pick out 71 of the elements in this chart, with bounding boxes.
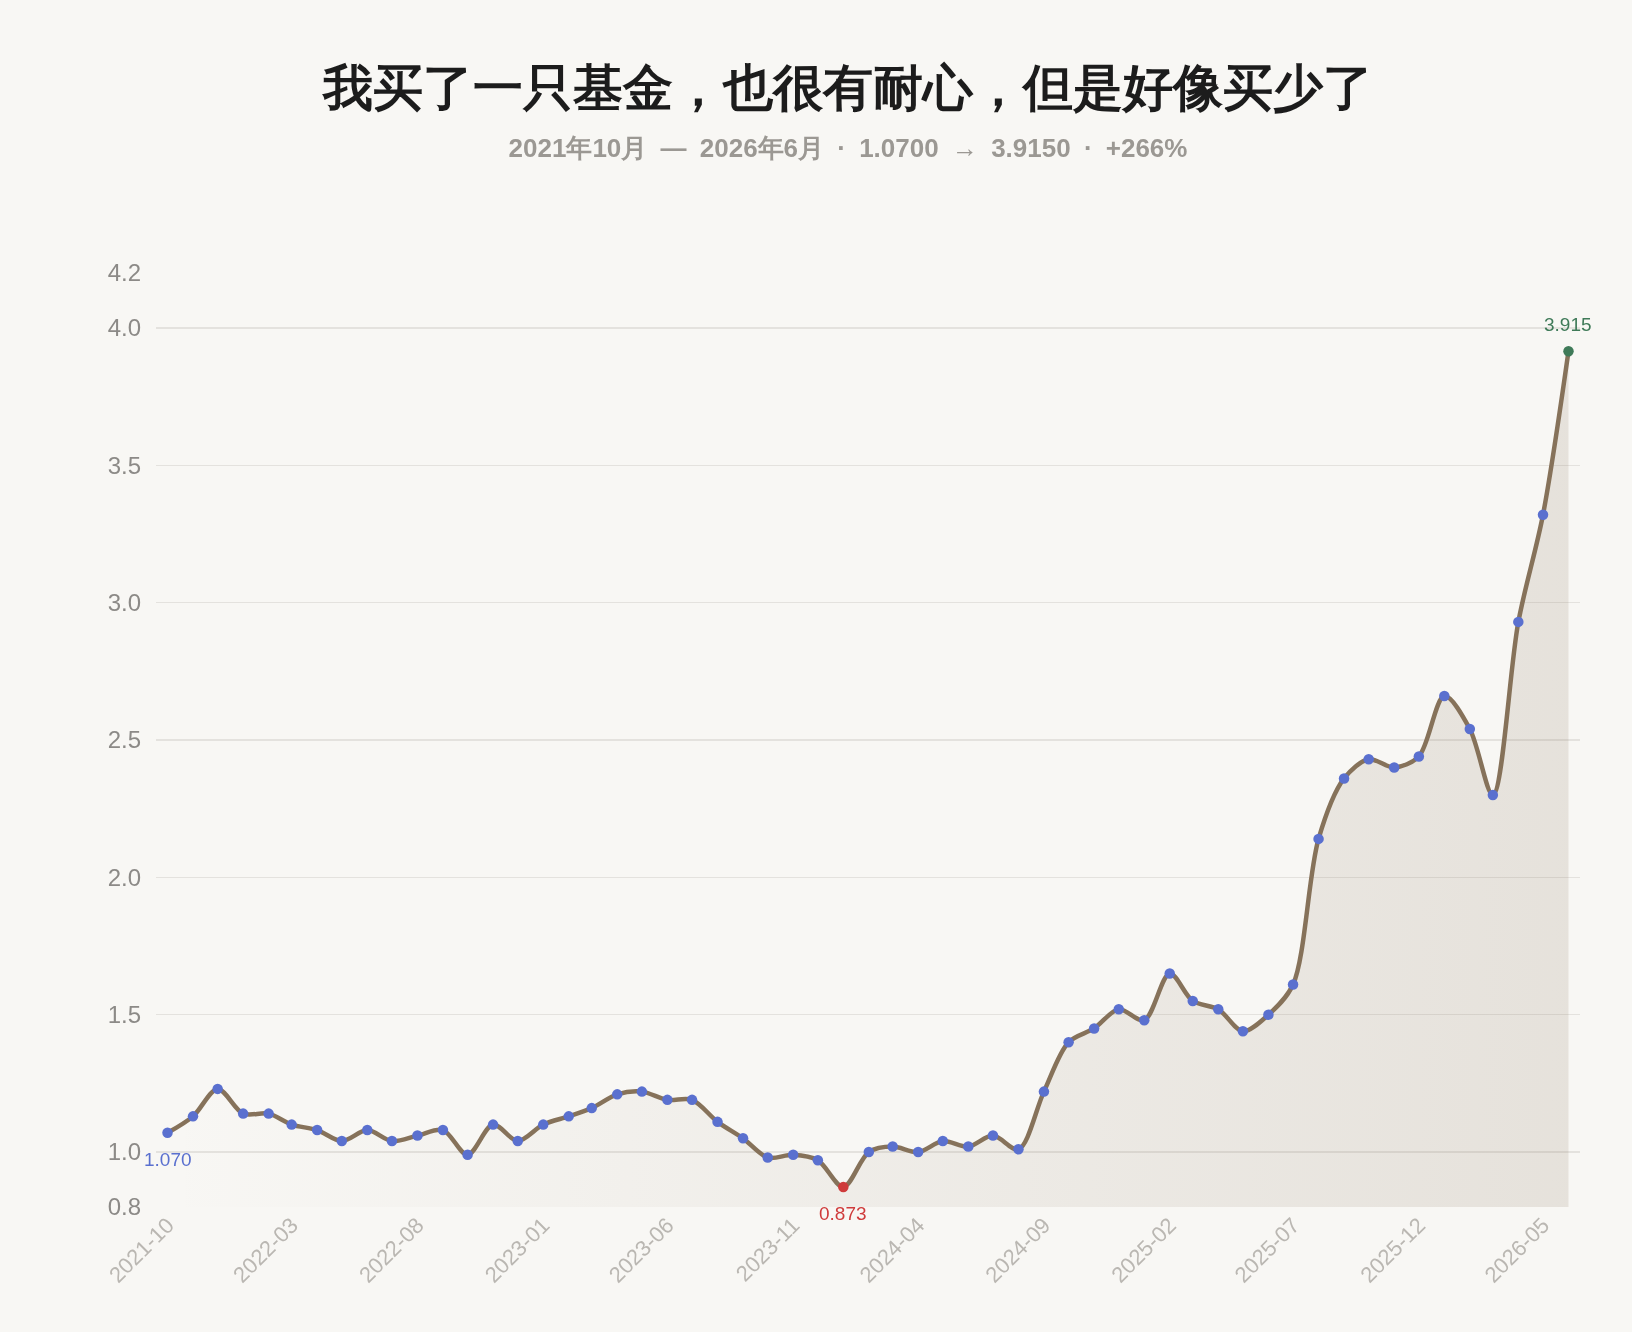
annotation: 0.873 <box>819 1203 867 1224</box>
point <box>386 1135 398 1147</box>
point <box>537 1119 549 1130</box>
point <box>1088 1023 1100 1034</box>
point <box>1013 1144 1024 1155</box>
point <box>1338 773 1350 784</box>
y-tick-label: 1.5 <box>107 1001 141 1029</box>
point <box>1038 1086 1050 1097</box>
y-tick-label: 2.5 <box>107 726 141 754</box>
point <box>1464 723 1476 735</box>
y-tick-label: 4.2 <box>107 259 141 287</box>
point <box>987 1130 999 1141</box>
point <box>1212 1003 1224 1015</box>
point <box>1164 968 1175 979</box>
point <box>838 1181 849 1193</box>
point <box>1388 762 1400 773</box>
point <box>286 1119 297 1130</box>
point <box>1287 979 1299 990</box>
point <box>336 1135 348 1147</box>
point <box>611 1089 623 1100</box>
annotation: 3.915 <box>1544 314 1592 335</box>
point <box>437 1124 449 1136</box>
point <box>1413 751 1425 762</box>
point <box>563 1111 574 1122</box>
point <box>787 1149 799 1161</box>
point <box>1439 690 1450 702</box>
point <box>863 1146 875 1158</box>
point <box>1313 833 1324 845</box>
point <box>412 1130 423 1141</box>
y-tick-label: 4.0 <box>107 314 141 342</box>
point <box>963 1141 974 1152</box>
point <box>487 1119 499 1130</box>
point <box>1237 1025 1249 1037</box>
point <box>237 1108 249 1119</box>
point <box>1187 995 1199 1007</box>
y-tick-label: 0.8 <box>107 1193 141 1221</box>
point <box>762 1152 773 1163</box>
point <box>912 1146 924 1158</box>
y-tick-label: 2.0 <box>107 863 141 891</box>
point <box>462 1149 473 1161</box>
point <box>1563 346 1574 357</box>
point <box>311 1124 323 1136</box>
y-tick-label: 3.0 <box>107 589 141 617</box>
point <box>586 1102 597 1114</box>
point <box>1513 616 1524 628</box>
point <box>812 1155 824 1166</box>
point <box>187 1111 199 1122</box>
point <box>937 1135 949 1147</box>
point <box>512 1135 524 1147</box>
annotation: 1.070 <box>144 1149 192 1170</box>
point <box>362 1124 373 1136</box>
y-tick-label: 1.0 <box>107 1138 141 1166</box>
point <box>1113 1003 1125 1015</box>
point <box>1263 1009 1274 1020</box>
point <box>1487 789 1499 801</box>
point <box>212 1083 223 1095</box>
point <box>712 1116 723 1128</box>
point <box>686 1094 698 1106</box>
point <box>1063 1036 1074 1048</box>
point <box>263 1108 274 1119</box>
chart-subtitle: 2021年10月 — 2026年6月 · 1.0700 → 3.9150 · +266% <box>507 132 1189 165</box>
point <box>662 1094 673 1106</box>
point <box>162 1127 173 1139</box>
point <box>1363 753 1374 765</box>
point <box>1537 509 1549 520</box>
point <box>737 1133 749 1144</box>
y-tick-label: 3.5 <box>107 451 141 479</box>
chart-title: 我买了一只基金，也很有耐心，但是好像买少了 <box>321 58 1374 119</box>
point <box>636 1086 648 1097</box>
point <box>887 1141 898 1152</box>
point <box>1139 1014 1150 1026</box>
